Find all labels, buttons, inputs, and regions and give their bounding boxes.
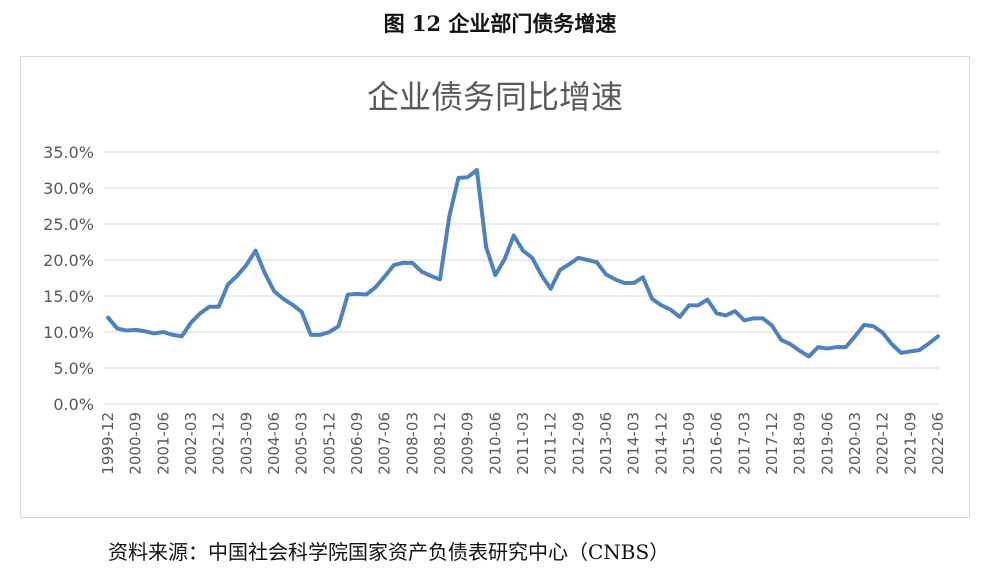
x-tick-label: 2005-03 (293, 412, 311, 475)
x-tick-label: 2017-03 (735, 412, 753, 475)
x-tick-label: 2014-12 (652, 412, 670, 475)
series-line (106, 168, 940, 359)
chart-title: 企业债务同比增速 (367, 78, 623, 116)
x-tick-label: 2016-06 (708, 412, 726, 475)
x-tick-label: 2018-09 (791, 412, 809, 475)
y-tick-label: 15.0% (43, 287, 94, 306)
x-tick-label: 2022-06 (929, 412, 947, 475)
x-tick-label: 2017-12 (763, 412, 781, 475)
x-tick-label: 2010-06 (486, 412, 504, 475)
line-chart: 企业债务同比增速 0.0% 5.0% 10.0% 15.0% 20.0% 25.0% 30.… (43, 78, 947, 475)
source-note: 资料来源：中国社会科学院国家资产负债表研究中心（CNBS） (108, 540, 670, 564)
x-tick-label: 2011-12 (542, 412, 560, 475)
x-tick-label: 2007-06 (376, 412, 394, 475)
x-tick-label: 2005-12 (320, 412, 338, 475)
x-tick-label: 2021-09 (901, 412, 919, 475)
x-tick-label: 2012-09 (569, 412, 587, 475)
x-tick-label: 2020-03 (846, 412, 864, 475)
y-tick-label: 5.0% (53, 359, 94, 378)
y-tick-label: 20.0% (43, 251, 94, 270)
gridlines (104, 151, 940, 405)
x-tick-label: 2002-03 (182, 412, 200, 475)
x-tick-label: 2019-06 (818, 412, 836, 475)
y-tick-label: 25.0% (43, 215, 94, 234)
x-tick-label: 1999-12 (99, 412, 117, 475)
chart-frame (20, 56, 970, 518)
x-tick-label: 2004-06 (265, 412, 283, 475)
x-tick-label: 2002-12 (210, 412, 228, 475)
x-tick-label: 2011-03 (514, 412, 532, 475)
y-tick-label: 30.0% (43, 179, 94, 198)
x-tick-label: 2008-12 (431, 412, 449, 475)
y-tick-label: 35.0% (43, 143, 94, 162)
x-axis-ticks: 1999-12 2000-09 2001-06 2002-03 2002-12 2003-… (99, 412, 947, 475)
x-tick-label: 2006-09 (348, 412, 366, 475)
series-layer (106, 168, 940, 359)
x-tick-label: 2008-03 (403, 412, 421, 475)
y-tick-label: 10.0% (43, 323, 94, 342)
x-tick-label: 2013-06 (597, 412, 615, 475)
x-tick-label: 2009-09 (459, 412, 477, 475)
x-tick-label: 2000-09 (127, 412, 145, 475)
x-tick-label: 2014-03 (625, 412, 643, 475)
y-tick-label: 0.0% (53, 395, 94, 414)
figure-title: 图 12 企业部门债务增速 (383, 11, 617, 36)
x-tick-label: 2015-09 (680, 412, 698, 475)
x-tick-label: 2001-06 (154, 412, 172, 475)
y-axis-ticks: 0.0% 5.0% 10.0% 15.0% 20.0% 25.0% 30.0% 35.0% (43, 143, 94, 414)
x-tick-label: 2003-09 (237, 412, 255, 475)
x-tick-label: 2020-12 (874, 412, 892, 475)
